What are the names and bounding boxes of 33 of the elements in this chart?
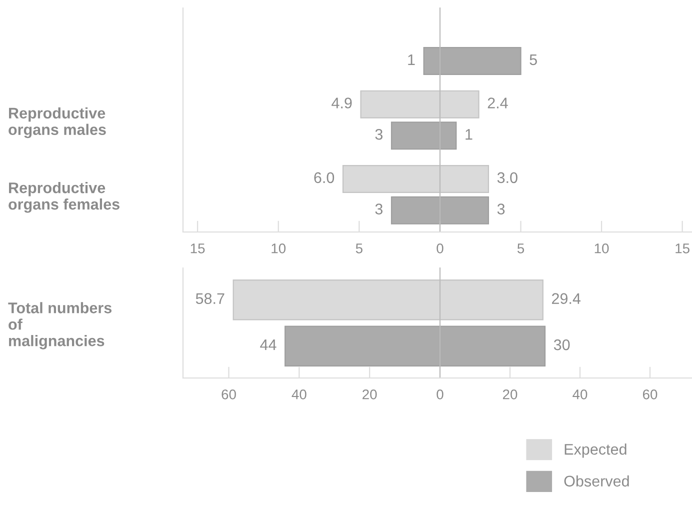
x-tick-label: 0 <box>436 389 444 400</box>
x-tick-label: 15 <box>190 244 205 254</box>
data-label: 30 <box>554 339 570 350</box>
data-label: 5 <box>530 54 537 66</box>
data-label: 1 <box>408 54 415 65</box>
x-tick-label: 40 <box>292 389 306 400</box>
data-label: 2.4 <box>488 98 508 108</box>
data-label: 3 <box>375 204 383 214</box>
data-label: 1 <box>466 129 472 140</box>
data-label: 58.7 <box>196 293 224 304</box>
x-tick-label: 15 <box>676 244 690 254</box>
data-label: 44 <box>260 340 276 350</box>
x-tick-label: 10 <box>272 243 286 254</box>
legend-label: Expected <box>564 444 626 458</box>
y-tick-label: Reproductive organs females <box>8 182 120 213</box>
data-label: 3 <box>375 128 383 140</box>
data-label: 6.0 <box>314 172 334 184</box>
data-label: 4.9 <box>332 98 352 108</box>
x-tick-label: 20 <box>502 389 518 400</box>
x-tick-label: 10 <box>594 243 609 254</box>
legend-label: Observed <box>564 475 629 487</box>
x-tick-label: 0 <box>436 243 444 254</box>
x-tick-label: 5 <box>517 244 524 254</box>
y-tick-label: Reproductive organs males <box>8 107 106 138</box>
x-tick-label: 60 <box>222 389 236 400</box>
x-tick-label: 60 <box>642 389 658 400</box>
x-tick-label: 5 <box>356 244 362 254</box>
data-label: 29.4 <box>552 293 581 304</box>
data-label: 3.0 <box>497 172 518 184</box>
x-tick-label: 20 <box>362 389 377 400</box>
x-tick-label: 40 <box>572 389 588 400</box>
y-tick-label: Total numbers of malignancies <box>8 302 112 350</box>
data-label: 3 <box>497 204 505 214</box>
